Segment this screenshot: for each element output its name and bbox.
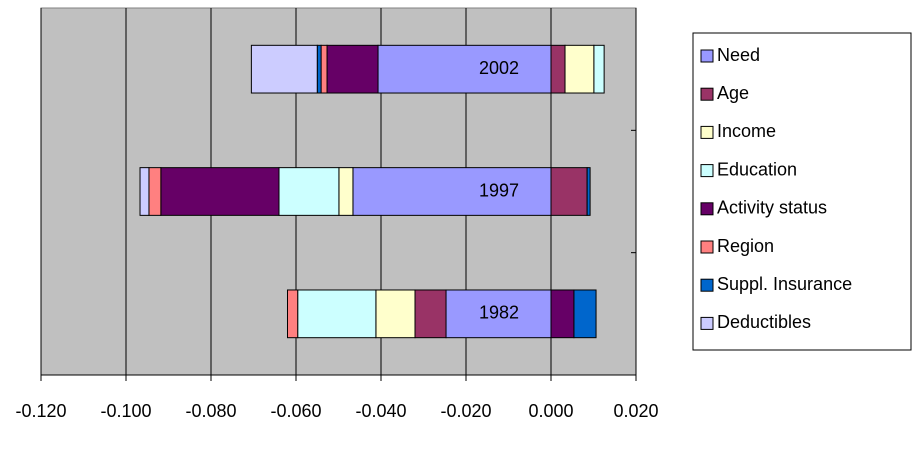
legend-label: Education: [717, 159, 797, 179]
x-tick-label: 0.000: [528, 401, 573, 421]
x-tick-label: -0.080: [185, 401, 236, 421]
bar-segment: [377, 44, 552, 94]
legend-label: Income: [717, 121, 776, 141]
x-tick-label: -0.020: [440, 401, 491, 421]
legend-swatch: [700, 316, 714, 330]
category-label: 1997: [479, 180, 519, 200]
bar-segment: [550, 167, 588, 216]
bar-segment: [250, 44, 318, 94]
x-tick-label: -0.040: [355, 401, 406, 421]
bar-segment: [297, 289, 377, 339]
bar-segment: [564, 44, 595, 94]
bar-segment: [287, 289, 299, 339]
legend-label: Age: [717, 83, 749, 103]
bar-segment: [160, 167, 280, 216]
legend-swatch: [700, 240, 714, 254]
bar-segment: [326, 44, 379, 94]
bar-segment: [414, 289, 447, 339]
legend-label: Need: [717, 45, 760, 65]
bar-segment: [593, 44, 605, 94]
bar-segment: [148, 167, 162, 216]
bar-segment: [586, 167, 591, 216]
legend-label: Activity status: [717, 198, 827, 218]
legend-swatch: [700, 125, 714, 139]
bar-segment: [316, 44, 322, 94]
legend-swatch: [700, 49, 714, 63]
legend-swatch: [700, 87, 714, 101]
x-tick-label: -0.060: [270, 401, 321, 421]
legend-box: [692, 32, 912, 351]
category-label: 2002: [479, 58, 519, 78]
x-tick-label: -0.120: [15, 401, 66, 421]
legend-swatch: [700, 202, 714, 216]
bar-segment: [139, 167, 150, 216]
bar-segment: [320, 44, 328, 94]
x-tick-label: 0.020: [613, 401, 658, 421]
legend-label: Region: [717, 236, 774, 256]
bar-segment: [352, 167, 552, 216]
legend-swatch: [700, 278, 714, 292]
x-tick-label: -0.100: [100, 401, 151, 421]
category-label: 1982: [479, 303, 519, 323]
bar-segment: [573, 289, 597, 339]
bar-segment: [550, 44, 566, 94]
bar-segment: [278, 167, 340, 216]
legend-label: Deductibles: [717, 312, 811, 332]
bar-segment: [338, 167, 354, 216]
bar-segment: [375, 289, 416, 339]
bar-segment: [445, 289, 552, 339]
bar-segment: [550, 289, 575, 339]
legend-swatch: [700, 164, 714, 178]
legend-label: Suppl. Insurance: [717, 274, 852, 294]
